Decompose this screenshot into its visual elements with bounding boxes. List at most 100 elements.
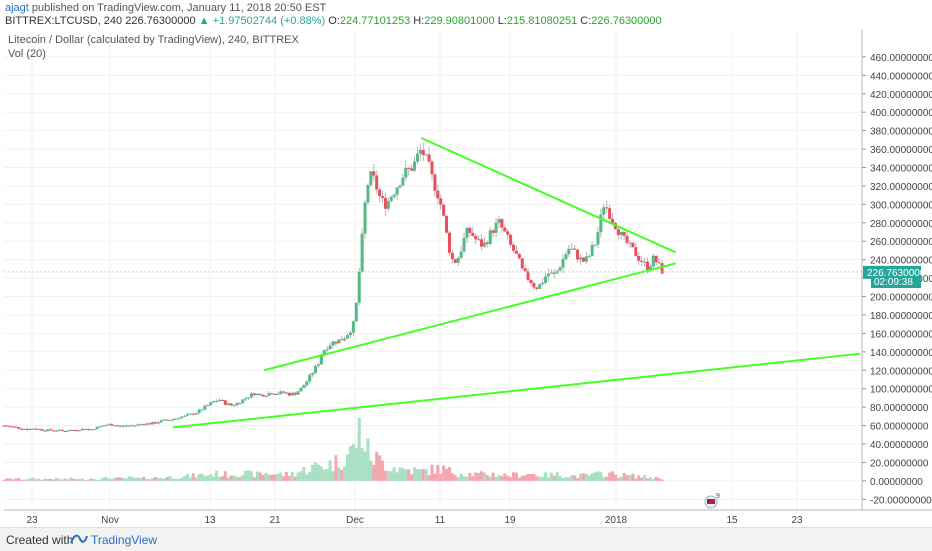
volume-bar [66, 479, 70, 481]
candle-body [570, 248, 574, 250]
volume-bar [276, 473, 280, 481]
volume-bar [354, 448, 358, 481]
volume-bar [611, 471, 615, 481]
price-chart[interactable]: 460.00000000 440.00000000 420.00000000 400.… [0, 30, 932, 527]
volume-bar [503, 473, 507, 481]
volume-bar [567, 477, 571, 481]
candle-body [564, 254, 568, 260]
volume-bar [532, 473, 536, 481]
candle-body [450, 252, 454, 260]
volume-bar [270, 474, 274, 481]
candle-body [273, 393, 277, 395]
last-price: 226.76300000 [125, 15, 196, 27]
price-tick-label: -20.00000000 [870, 495, 932, 506]
trendline[interactable] [420, 137, 677, 254]
volume-bar [343, 466, 347, 481]
volume-bar [69, 477, 73, 481]
change-value: +1.97502744 (+0.88%) [212, 15, 326, 27]
time-tick-label: 23 [26, 515, 38, 526]
volume-bar [49, 478, 53, 481]
candle-body [267, 393, 271, 396]
flag-icon[interactable]: 9 [704, 493, 720, 509]
candle-body [445, 215, 449, 233]
candle-body [331, 341, 335, 346]
price-tick-label: 100.00000000 [870, 385, 932, 396]
candle-body [325, 349, 329, 351]
trendlines[interactable] [172, 137, 861, 429]
candle-body [337, 339, 341, 344]
volume-bar [98, 479, 102, 481]
time-tick-label: Dec [346, 515, 364, 526]
candle-body [40, 429, 44, 431]
volume-bar [282, 476, 286, 481]
candle-body [191, 413, 195, 415]
candle-body [581, 257, 585, 262]
volume-bar [651, 479, 655, 481]
candle-body [645, 261, 649, 270]
volume-bar [121, 477, 125, 481]
volume-bar [255, 471, 259, 481]
candle-body [471, 232, 475, 236]
volume-bar [325, 469, 329, 481]
candle-body [424, 154, 428, 156]
volume-bar [404, 469, 408, 481]
volume-bar [264, 472, 268, 481]
candle-body [468, 227, 472, 233]
volume-bar [593, 472, 597, 481]
volume-bar [223, 471, 227, 481]
candle-body [2, 425, 6, 427]
candle-body [401, 177, 405, 186]
trendline[interactable] [172, 352, 861, 429]
volume-bar [334, 455, 338, 481]
tradingview-link[interactable]: TradingView [91, 533, 158, 547]
candle-body [84, 428, 88, 430]
candlesticks [2, 142, 664, 433]
trendline[interactable] [263, 262, 676, 372]
volume-bar [392, 467, 396, 481]
candle-body [447, 232, 451, 253]
volume-bar [587, 475, 591, 481]
author-link[interactable]: ajagt [5, 2, 29, 14]
volume-bar [197, 474, 201, 481]
candle-body [311, 372, 315, 375]
volume-bar [363, 451, 367, 481]
time-axis[interactable]: 23 Nov 13 21 Dec 11 19 2018 15 23 [26, 515, 803, 526]
volume-bar [215, 470, 219, 481]
candle-body [415, 153, 419, 162]
volume-bar [383, 470, 387, 481]
candle-body [465, 227, 469, 238]
candle-body [203, 405, 207, 410]
tradingview-logo-icon[interactable] [70, 532, 88, 546]
volume-bar [415, 469, 419, 481]
candle-body [430, 161, 434, 175]
volume-bar [427, 475, 431, 481]
volume-bar [72, 478, 76, 481]
candle-body [596, 232, 600, 245]
candle-body [180, 416, 184, 419]
candle-body [608, 208, 612, 219]
candle-body [389, 196, 393, 202]
volume-bar [523, 475, 527, 481]
candle-body [398, 185, 402, 188]
volume-bar [546, 477, 550, 481]
volume-bar [241, 475, 245, 481]
volume-bar [290, 471, 294, 481]
time-tick-label: 21 [269, 515, 281, 526]
volume-bar [538, 476, 542, 481]
candle-body [43, 430, 47, 432]
candle-body [386, 201, 390, 209]
chart-title: Litecoin / Dollar (calculated by Trading… [8, 34, 299, 46]
candle-body [363, 202, 367, 234]
candle-body [17, 427, 21, 429]
volume-bar [84, 479, 88, 481]
volume-bar [46, 478, 50, 481]
candle-body [509, 234, 513, 245]
volume-bar [439, 473, 443, 481]
volume-bar [447, 467, 451, 481]
open-value: 224.77101253 [339, 15, 411, 27]
publish-line: ajagt published on TradingView.com, Janu… [5, 2, 326, 14]
candle-body [316, 364, 320, 366]
volume-bar [40, 479, 44, 481]
volume-bar [124, 478, 128, 481]
price-tick-label: 440.00000000 [870, 71, 932, 82]
